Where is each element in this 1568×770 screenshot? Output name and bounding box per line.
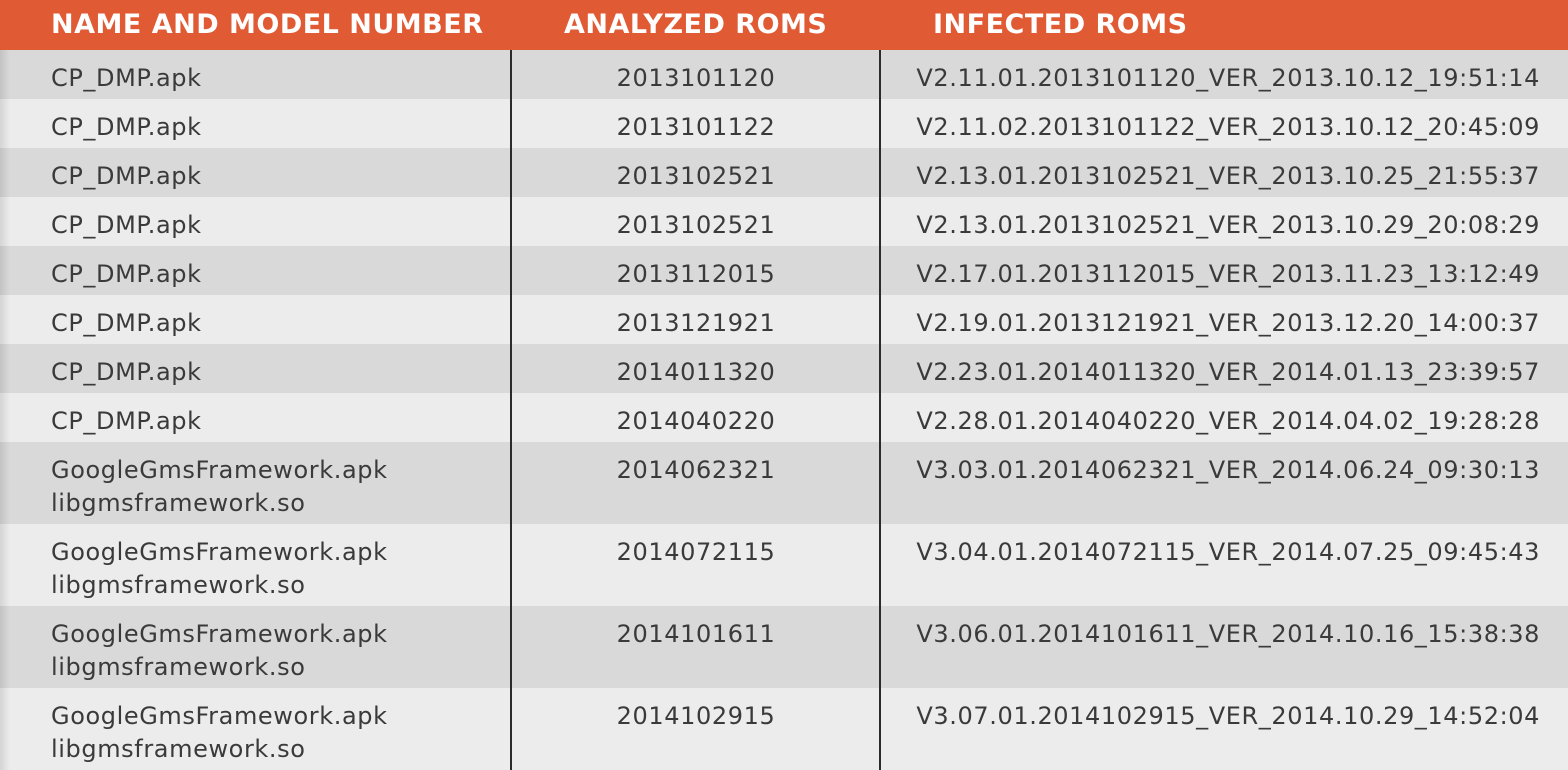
table-row: GoogleGmsFramework.apk libgmsframework.so… — [0, 606, 1568, 688]
file-name: libgmsframework.so — [51, 571, 306, 599]
table-body: CP_DMP.apk 2013101120 V2.11.01.2013101120_… — [0, 50, 1568, 770]
table-row: GoogleGmsFramework.apk libgmsframework.so… — [0, 442, 1568, 524]
file-name: GoogleGmsFramework.apk — [51, 456, 388, 484]
cell-infected-rom: V2.13.01.2013102521_VER_2013.10.25_21:55… — [916, 162, 1540, 190]
cell-infected-rom: V3.07.01.2014102915_VER_2014.10.29_14:52… — [916, 702, 1540, 730]
file-name: CP_DMP.apk — [51, 358, 202, 386]
cell-name: GoogleGmsFramework.apk libgmsframework.so — [51, 536, 388, 602]
cell-name: GoogleGmsFramework.apk libgmsframework.so — [51, 700, 388, 766]
cell-infected-rom: V2.13.01.2013102521_VER_2013.10.29_20:08… — [916, 211, 1540, 239]
cell-analyzed-rom: 2013101122 — [616, 113, 776, 141]
cell-infected-rom: V2.28.01.2014040220_VER_2014.04.02_19:28… — [916, 407, 1540, 435]
cell-name: CP_DMP.apk — [51, 307, 202, 340]
cell-analyzed-rom: 2014102915 — [616, 702, 776, 730]
table-header: NAME AND MODEL NUMBER ANALYZED ROMS INFE… — [0, 0, 1568, 50]
cell-analyzed-rom: 2013101120 — [616, 64, 776, 92]
table-row: CP_DMP.apk 2014011320 V2.23.01.2014011320_… — [0, 344, 1568, 393]
cell-name: CP_DMP.apk — [51, 62, 202, 95]
cell-infected-rom: V3.03.01.2014062321_VER_2014.06.24_09:30… — [916, 456, 1540, 484]
cell-infected-rom: V3.06.01.2014101611_VER_2014.10.16_15:38… — [916, 620, 1540, 648]
file-name: GoogleGmsFramework.apk — [51, 702, 388, 730]
file-name: libgmsframework.so — [51, 489, 306, 517]
header-infected-roms: INFECTED ROMS — [933, 9, 1188, 40]
cell-analyzed-rom: 2014101611 — [616, 620, 776, 648]
cell-analyzed-rom: 2013102521 — [616, 211, 776, 239]
file-name: CP_DMP.apk — [51, 162, 202, 190]
column-divider — [879, 50, 881, 770]
cell-infected-rom: V2.17.01.2013112015_VER_2013.11.23_13:12… — [916, 260, 1540, 288]
cell-infected-rom: V2.19.01.2013121921_VER_2013.12.20_14:00… — [916, 309, 1540, 337]
cell-analyzed-rom: 2013102521 — [616, 162, 776, 190]
cell-infected-rom: V3.04.01.2014072115_VER_2014.07.25_09:45… — [916, 538, 1540, 566]
table-row: CP_DMP.apk 2013102521 V2.13.01.2013102521_… — [0, 197, 1568, 246]
cell-name: GoogleGmsFramework.apk libgmsframework.so — [51, 618, 388, 684]
file-name: CP_DMP.apk — [51, 309, 202, 337]
cell-name: CP_DMP.apk — [51, 356, 202, 389]
file-name: CP_DMP.apk — [51, 113, 202, 141]
cell-infected-rom: V2.23.01.2014011320_VER_2014.01.13_23:39… — [916, 358, 1540, 386]
cell-infected-rom: V2.11.01.2013101120_VER_2013.10.12_19:51… — [916, 64, 1540, 92]
cell-name: CP_DMP.apk — [51, 111, 202, 144]
cell-analyzed-rom: 2014072115 — [616, 538, 776, 566]
table-row: CP_DMP.apk 2013121921 V2.19.01.2013121921_… — [0, 295, 1568, 344]
cell-name: CP_DMP.apk — [51, 258, 202, 291]
file-name: libgmsframework.so — [51, 653, 306, 681]
file-name: GoogleGmsFramework.apk — [51, 620, 388, 648]
table-row: CP_DMP.apk 2013112015 V2.17.01.2013112015_… — [0, 246, 1568, 295]
file-name: CP_DMP.apk — [51, 260, 202, 288]
column-divider — [510, 50, 512, 770]
table-row: CP_DMP.apk 2014040220 V2.28.01.2014040220_… — [0, 393, 1568, 442]
table-row: GoogleGmsFramework.apk libgmsframework.so… — [0, 524, 1568, 606]
cell-name: CP_DMP.apk — [51, 209, 202, 242]
table-row: CP_DMP.apk 2013102521 V2.13.01.2013102521_… — [0, 148, 1568, 197]
cell-name: CP_DMP.apk — [51, 160, 202, 193]
file-name: GoogleGmsFramework.apk — [51, 538, 388, 566]
header-name-and-model-number: NAME AND MODEL NUMBER — [51, 9, 484, 40]
cell-analyzed-rom: 2014011320 — [616, 358, 776, 386]
cell-analyzed-rom: 2013121921 — [616, 309, 776, 337]
file-name: CP_DMP.apk — [51, 407, 202, 435]
cell-infected-rom: V2.11.02.2013101122_VER_2013.10.12_20:45… — [916, 113, 1540, 141]
cell-analyzed-rom: 2014062321 — [616, 456, 776, 484]
header-analyzed-roms: ANALYZED ROMS — [564, 9, 828, 40]
table-row: CP_DMP.apk 2013101120 V2.11.01.2013101120_… — [0, 50, 1568, 99]
file-name: libgmsframework.so — [51, 735, 306, 763]
table-row: CP_DMP.apk 2013101122 V2.11.02.2013101122_… — [0, 99, 1568, 148]
cell-analyzed-rom: 2013112015 — [616, 260, 776, 288]
table-row: GoogleGmsFramework.apk libgmsframework.so… — [0, 688, 1568, 770]
file-name: CP_DMP.apk — [51, 211, 202, 239]
cell-analyzed-rom: 2014040220 — [616, 407, 776, 435]
file-name: CP_DMP.apk — [51, 64, 202, 92]
cell-name: GoogleGmsFramework.apk libgmsframework.so — [51, 454, 388, 520]
cell-name: CP_DMP.apk — [51, 405, 202, 438]
